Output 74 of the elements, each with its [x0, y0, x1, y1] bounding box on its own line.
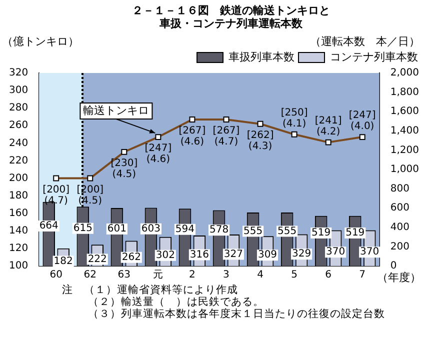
data-label: [267] (4.7)	[212, 126, 240, 148]
y2-tick-label: 400	[390, 222, 410, 233]
y2-tick-label: 1,000	[390, 164, 420, 176]
data-label: 370	[326, 246, 346, 258]
data-label: 370	[360, 246, 380, 258]
chart-title: ２－１－１６図 鉄道の輸送トンキロと	[131, 4, 331, 17]
x-tick-label: 2	[189, 270, 196, 281]
y2-tick-label: 2,000	[390, 68, 420, 79]
y-tick-label: 260	[8, 120, 28, 132]
data-label: 329	[292, 248, 312, 260]
x-axis-title: （年度）	[377, 271, 421, 284]
x-tick-label: 62	[84, 270, 96, 281]
x-tick-label: 7	[359, 270, 366, 281]
data-label: [267] (4.6)	[178, 126, 206, 148]
data-label: 555	[278, 226, 297, 237]
y-axis-title: （億トンキロ）	[2, 35, 79, 48]
x-tick-label: 5	[291, 270, 298, 281]
y2-tick-label: 0	[390, 260, 397, 272]
data-label: 594	[175, 224, 195, 235]
y-tick-label: 280	[8, 102, 28, 114]
x-tick-label: 4	[257, 270, 264, 281]
y2-tick-label: 800	[390, 183, 410, 194]
series-label: 輸送トンキロ	[83, 104, 150, 117]
y2-tick-label: 1,800	[390, 86, 420, 98]
data-label: 519	[346, 228, 365, 239]
y2-tick-label: 600	[390, 202, 410, 214]
data-label: [200] (4.5)	[76, 184, 104, 206]
text: 注 （１）運輸省資料等により作成	[62, 284, 239, 296]
data-label: 519	[312, 228, 331, 239]
y-tick-label: 320	[8, 68, 28, 79]
data-label: 664	[39, 220, 58, 232]
data-label: 555	[243, 226, 263, 237]
data-label: 601	[107, 224, 126, 235]
y2-axis-title: （運転本数 本／日）	[310, 35, 420, 48]
data-label: 262	[122, 252, 141, 263]
legend-label: 車扱列車本数	[228, 50, 294, 64]
y-tick-label: 220	[8, 155, 28, 166]
y2-tick-label: 1,600	[390, 106, 420, 118]
data-label: [262] (4.3)	[246, 130, 274, 152]
x-tick-label: 元	[153, 270, 164, 281]
y-tick-label: 160	[8, 208, 28, 219]
x-tick-label: 60	[50, 270, 62, 281]
y2-tick-label: 1,400	[390, 125, 420, 136]
y-tick-label: 140	[8, 226, 28, 237]
x-tick-label: 63	[118, 270, 131, 281]
legend-label: コンテナ列車本数	[330, 50, 418, 64]
data-label: [247] (4.0)	[348, 110, 376, 132]
data-label: [241] (4.2)	[314, 115, 342, 138]
data-label: [200] (4.7)	[42, 184, 70, 206]
data-label: 578	[209, 224, 229, 236]
y-tick-label: 100	[8, 260, 28, 272]
y2-tick-label: 1,200	[390, 144, 420, 156]
data-label: 182	[54, 256, 73, 267]
data-label: 327	[224, 248, 244, 260]
data-label: [230] (4.5)	[110, 158, 138, 180]
y-tick-label: 180	[8, 190, 28, 202]
y2-tick-label: 200	[390, 241, 410, 252]
data-label: 316	[190, 249, 209, 260]
data-label: [250] (4.1)	[280, 108, 308, 130]
text: （３）列車運転本数は各年度末１日当たりの往復の設定台数	[88, 308, 386, 320]
text: （２）輸送量（ ）は民鉄である。	[88, 296, 265, 308]
data-label: 309	[258, 250, 278, 261]
data-label: 615	[73, 222, 92, 234]
x-tick-label: 6	[325, 270, 332, 281]
chart-subtitle: 車扱・コンテナ列車運転本数	[158, 17, 304, 30]
x-tick-label: 3	[223, 270, 230, 281]
y-tick-label: 300	[8, 85, 28, 96]
y-tick-label: 120	[8, 243, 28, 254]
data-label: 302	[156, 250, 175, 262]
data-label: 222	[88, 254, 107, 265]
y-tick-label: 240	[8, 138, 28, 149]
data-label: 603	[141, 224, 161, 234]
y-tick-label: 200	[8, 172, 28, 184]
data-label: [247] (4.6)	[144, 143, 172, 166]
